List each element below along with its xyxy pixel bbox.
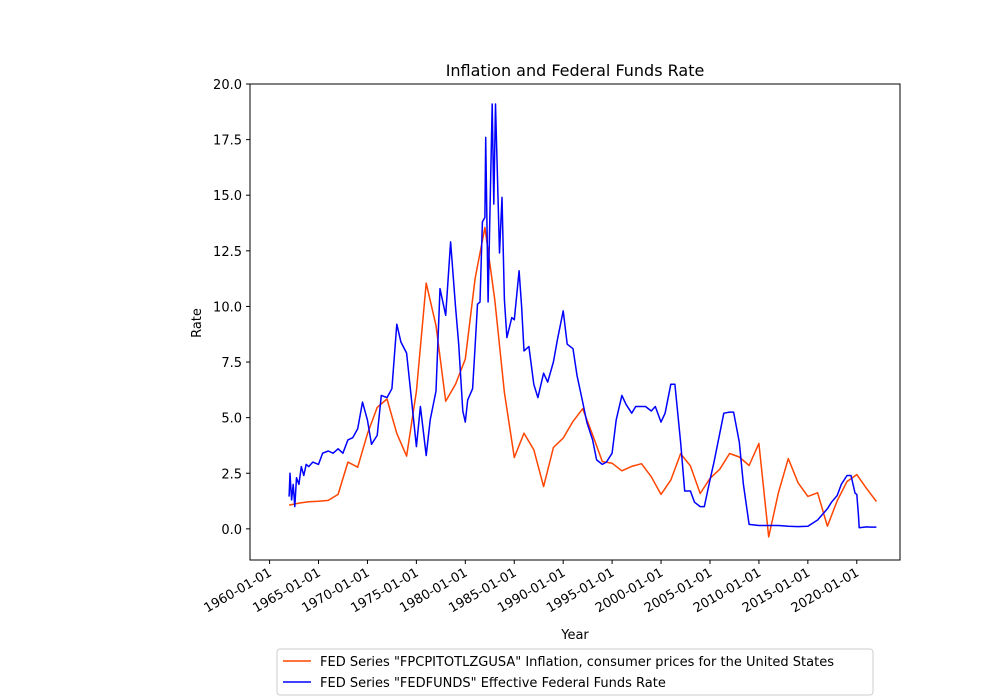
legend: FED Series "FPCPITOTLZGUSA" Inflation, c… (276, 648, 874, 696)
plot-frame (249, 83, 901, 561)
chart-title: Inflation and Federal Funds Rate (446, 61, 705, 80)
y-tick-label: 7.5 (221, 356, 242, 371)
y-tick-label: 12.5 (213, 245, 242, 260)
legend-label-inflation: FED Series "FPCPITOTLZGUSA" Inflation, c… (320, 655, 834, 670)
y-tick-label: 20.0 (213, 78, 242, 93)
y-tick-label: 10.0 (213, 300, 242, 315)
x-axis-label: Year (560, 628, 589, 643)
y-tick-label: 15.0 (213, 189, 242, 204)
series-line-fedfunds (288, 103, 877, 529)
y-tick-label: 2.5 (221, 467, 242, 482)
y-tick-label: 17.5 (213, 134, 242, 149)
series-layer (288, 103, 877, 538)
y-tick-label: 5.0 (221, 412, 242, 427)
y-tick-label: 0.0 (221, 523, 242, 538)
legend-box (276, 648, 874, 696)
y-axis-label: Rate (190, 308, 205, 338)
series-line-inflation (288, 226, 877, 538)
legend-label-fedfunds: FED Series "FEDFUNDS" Effective Federal … (320, 676, 666, 691)
y-axis: 0.0 2.5 5.0 7.5 10.0 12.5 15.0 17.5 20.0 (213, 78, 250, 538)
x-axis: 1960-01-011965-01-011970-01-011975-01-01… (202, 560, 862, 616)
